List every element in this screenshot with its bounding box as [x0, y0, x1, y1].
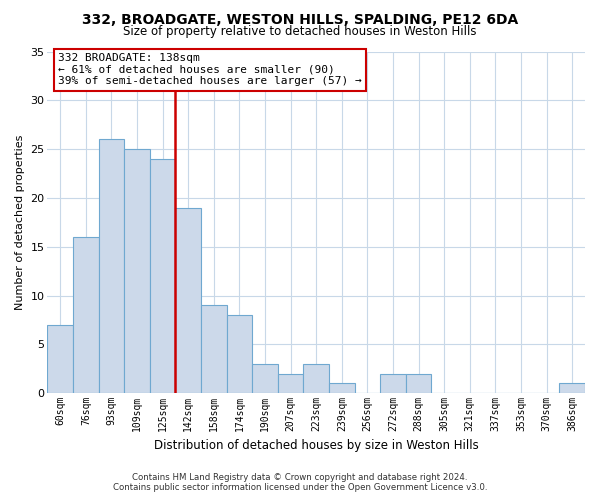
Bar: [278, 374, 304, 393]
X-axis label: Distribution of detached houses by size in Weston Hills: Distribution of detached houses by size …: [154, 440, 479, 452]
Bar: [380, 374, 406, 393]
Text: 332 BROADGATE: 138sqm
← 61% of detached houses are smaller (90)
39% of semi-deta: 332 BROADGATE: 138sqm ← 61% of detached …: [58, 53, 362, 86]
Bar: [175, 208, 201, 393]
Y-axis label: Number of detached properties: Number of detached properties: [15, 134, 25, 310]
Bar: [227, 315, 252, 393]
Bar: [559, 384, 585, 393]
Text: 332, BROADGATE, WESTON HILLS, SPALDING, PE12 6DA: 332, BROADGATE, WESTON HILLS, SPALDING, …: [82, 12, 518, 26]
Bar: [47, 325, 73, 393]
Bar: [329, 384, 355, 393]
Bar: [73, 237, 98, 393]
Bar: [124, 149, 150, 393]
Bar: [406, 374, 431, 393]
Bar: [201, 306, 227, 393]
Text: Contains HM Land Registry data © Crown copyright and database right 2024.
Contai: Contains HM Land Registry data © Crown c…: [113, 473, 487, 492]
Bar: [304, 364, 329, 393]
Bar: [150, 159, 175, 393]
Text: Size of property relative to detached houses in Weston Hills: Size of property relative to detached ho…: [123, 25, 477, 38]
Bar: [252, 364, 278, 393]
Bar: [98, 140, 124, 393]
